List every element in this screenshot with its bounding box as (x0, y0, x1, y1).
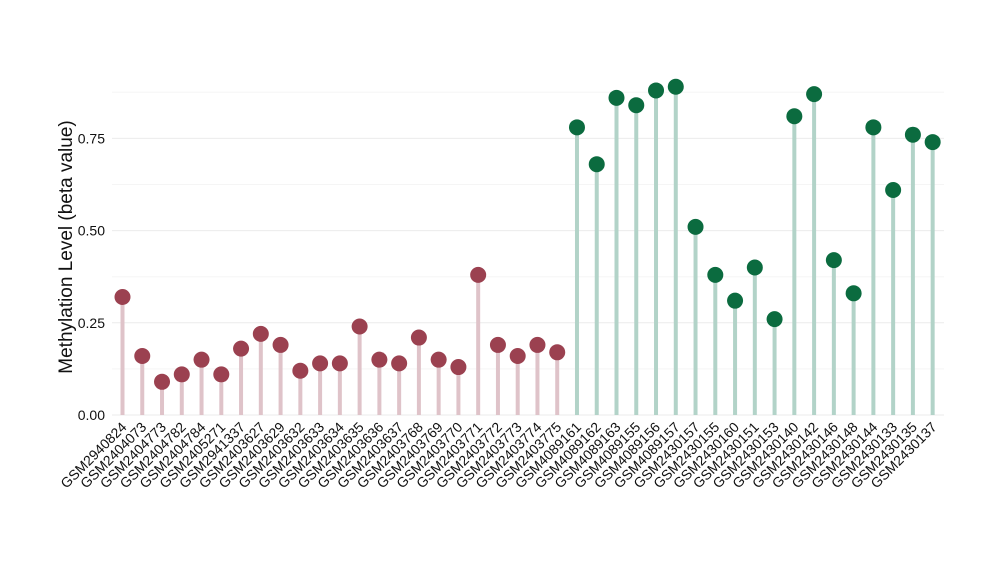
grid-lines (112, 91, 944, 416)
lollipop-point (608, 89, 625, 106)
y-axis-tick-labels: 0.00 0.25 0.50 0.75 (78, 130, 105, 423)
lollipop-point (588, 156, 605, 173)
lollipop-point (114, 288, 131, 305)
lollipop-point (825, 252, 842, 269)
lollipop-point (173, 366, 190, 383)
lollipop-point (766, 311, 783, 328)
y-tick-label: 0.00 (78, 407, 105, 423)
lollipop-point (786, 108, 803, 125)
lollipop-point (885, 182, 902, 199)
lollipop-point (865, 119, 882, 136)
lollipop-point (924, 134, 941, 151)
y-tick-label: 0.25 (78, 315, 105, 331)
lollipop-point (331, 355, 348, 372)
lollipop-point (134, 347, 151, 364)
lollipop-point (272, 336, 289, 353)
lollipop-point (746, 259, 763, 276)
lollipop-point (193, 351, 210, 368)
lollipop-point (391, 355, 408, 372)
lollipop-point (529, 336, 546, 353)
lollipop-point (667, 78, 684, 95)
lollipop-point (154, 373, 171, 390)
x-axis-tick-labels: GSM2940824GSM2404073GSM2404773GSM2404782… (57, 419, 940, 492)
lollipop-stems (120, 86, 935, 415)
lollipop-point (687, 218, 704, 235)
y-tick-label: 0.50 (78, 223, 105, 239)
lollipop-point (450, 359, 467, 376)
lollipop-point (904, 126, 921, 143)
lollipop-point (292, 362, 309, 379)
lollipop-point (371, 351, 388, 368)
lollipop-point (845, 285, 862, 302)
lollipop-point (213, 366, 230, 383)
lollipop-point (568, 119, 585, 136)
lollipop-point (351, 318, 368, 335)
lollipop-point (430, 351, 447, 368)
lollipop-point (628, 97, 645, 114)
lollipop-points (114, 78, 941, 390)
lollipop-point (806, 86, 823, 103)
lollipop-point (509, 347, 526, 364)
lollipop-point (252, 325, 269, 342)
lollipop-point (410, 329, 427, 346)
y-tick-label: 0.75 (78, 130, 105, 146)
lollipop-point (648, 82, 665, 99)
lollipop-point (549, 344, 566, 361)
y-axis-title: Methylation Level (beta value) (56, 120, 77, 373)
lollipop-point (233, 340, 250, 357)
lollipop-point (707, 266, 724, 283)
lollipop-point (470, 266, 487, 283)
lollipop-point (489, 336, 506, 353)
lollipop-point (312, 355, 329, 372)
lollipop-point (727, 292, 744, 309)
